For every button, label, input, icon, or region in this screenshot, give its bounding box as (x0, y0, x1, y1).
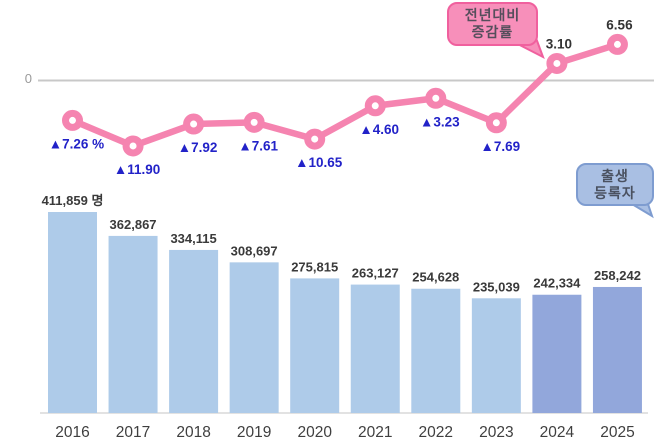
rate-marker-2025 (606, 33, 628, 55)
births-callout-line2: 등록자 (594, 184, 636, 201)
rate-value-label-2020: ▲10.65 (295, 155, 343, 170)
rate-value-label-2022: ▲3.23 (420, 114, 460, 129)
bar-value-label-2018: 334,115 (170, 231, 216, 246)
rate-value-label-2016: ▲7.26 % (49, 136, 104, 151)
year-label-2016: 2016 (55, 424, 89, 441)
births-callout-line1: 출생 (601, 167, 629, 184)
bar-2019 (229, 262, 279, 413)
bar-value-label-2021: 263,127 (352, 266, 399, 281)
rate-marker-2024 (546, 52, 568, 74)
year-label-2018: 2018 (176, 424, 210, 441)
bar-2018 (169, 249, 219, 413)
bar-value-label-2023: 235,039 (473, 279, 520, 294)
rate-marker-2021 (364, 95, 386, 117)
year-label-2021: 2021 (358, 424, 392, 441)
rate-value-label-2024: 3.10 (546, 36, 572, 51)
rate-marker-2022 (425, 87, 447, 109)
rate-value-label-2023: ▲7.69 (481, 139, 521, 154)
rate-marker-2017 (122, 135, 144, 157)
year-label-2020: 2020 (297, 424, 332, 441)
births-callout-bubble: 출생 등록자 (576, 163, 654, 206)
rate-callout-bubble: 전년대비 증감률 (447, 2, 538, 46)
rate-marker-2023 (485, 112, 507, 134)
rate-value-label-2025: 6.56 (606, 17, 633, 32)
rate-value-label-2018: ▲7.92 (178, 140, 218, 155)
bar-2023 (471, 298, 521, 413)
bar-value-label-2019: 308,697 (231, 243, 278, 258)
bar-2020 (290, 278, 340, 413)
year-label-2025: 2025 (600, 424, 634, 441)
rate-line (69, 41, 621, 150)
year-label-2022: 2022 (419, 424, 453, 441)
bar-2017 (108, 235, 158, 413)
year-label-2019: 2019 (237, 424, 271, 441)
rate-marker-2016 (62, 109, 83, 131)
bar-value-label-2022: 254,628 (412, 270, 459, 285)
bar-2021 (350, 284, 400, 413)
y-axis-zero-label: 0 (24, 71, 32, 86)
rate-value-label-2017: ▲11.90 (114, 162, 160, 177)
bar-2022 (411, 288, 461, 413)
rate-marker-2020 (304, 128, 326, 150)
bar-value-label-2024: 242,334 (533, 276, 581, 291)
rate-marker-2018 (183, 113, 205, 135)
bar-value-label-2025: 258,242 (594, 268, 641, 283)
bar-2016 (48, 212, 97, 413)
bar-value-label-2020: 275,815 (291, 259, 338, 274)
rate-value-label-2021: ▲4.60 (359, 122, 399, 137)
rate-callout-line2: 증감률 (471, 24, 514, 40)
bar-2024 (532, 294, 582, 413)
bar-value-label-2017: 362,867 (110, 217, 157, 232)
rate-marker-2019 (243, 111, 265, 133)
bar-2025 (592, 286, 642, 413)
rate-callout-line1: 전년대비 (464, 7, 521, 23)
year-label-2023: 2023 (479, 424, 513, 441)
rate-value-label-2019: ▲7.61 (238, 138, 278, 153)
bar-value-label-2016: 411,859 명 (42, 193, 104, 208)
year-label-2024: 2024 (540, 424, 575, 441)
year-label-2017: 2017 (116, 424, 150, 441)
